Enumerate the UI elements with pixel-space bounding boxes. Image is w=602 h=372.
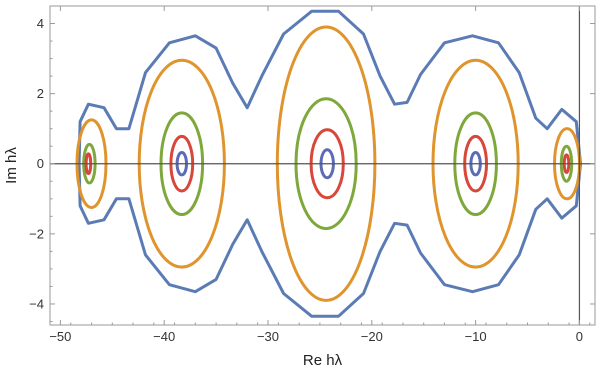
x-tick-label: −20	[361, 329, 383, 344]
x-tick-label: −30	[257, 329, 279, 344]
y-axis: −4 −2 0 2 4	[29, 5, 595, 322]
y-tick-label: 2	[37, 86, 44, 101]
y-tick-label: −4	[29, 296, 44, 311]
y-tick-label: −2	[29, 226, 44, 241]
y-axis-title: Im hλ	[3, 147, 20, 184]
x-axis-title: Re hλ	[303, 352, 343, 369]
y-tick-label: 4	[37, 16, 44, 31]
x-axis: −50 −40 −30 −20 −10 0	[49, 6, 591, 344]
x-tick-label: 0	[576, 329, 583, 344]
plot-frame	[49, 5, 596, 326]
y-tick-label: 0	[37, 156, 44, 171]
reference-lines	[50, 6, 595, 325]
x-tick-label: −40	[153, 329, 175, 344]
x-tick-label: −50	[49, 329, 71, 344]
x-tick-label: −10	[465, 329, 487, 344]
